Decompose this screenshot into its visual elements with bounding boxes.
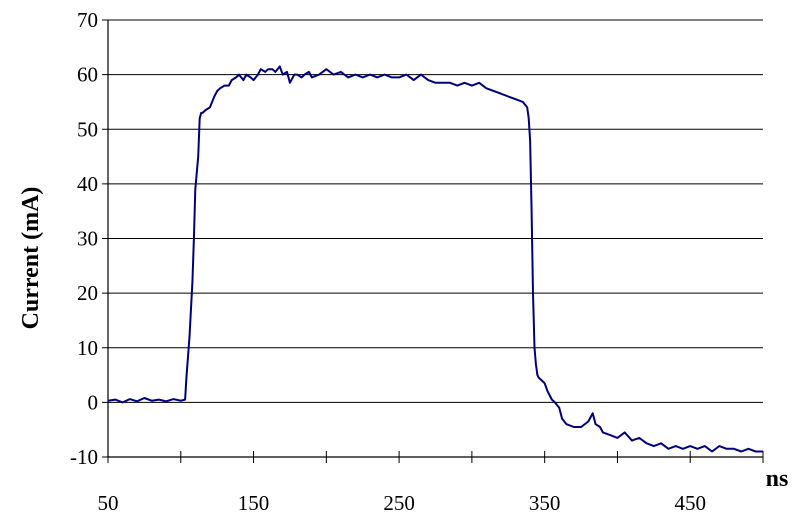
y-tick-label: 50: [77, 117, 98, 141]
series-layer: [107, 65, 763, 453]
y-tick-label: 10: [77, 336, 98, 360]
y-tick-label: 30: [77, 227, 98, 251]
x-axis-title: ns: [766, 466, 789, 492]
x-tick-label: 150: [238, 491, 270, 515]
x-tick-label: 450: [674, 491, 706, 515]
x-tick-label: 250: [383, 491, 415, 515]
tick-labels: -10 0 10 20 30 40 50 60 70 50 150 250 350 450: [70, 8, 706, 515]
gridlines: [108, 19, 763, 403]
y-tick-label: 60: [77, 63, 98, 87]
y-tick-label: -10: [70, 445, 98, 469]
current-series-line: [107, 65, 763, 453]
y-axis-title: Current (mA): [18, 187, 44, 330]
axes: [102, 19, 764, 463]
x-tick-label: 350: [529, 491, 561, 515]
y-tick-label: 70: [77, 8, 98, 32]
y-tick-label: 40: [77, 172, 98, 196]
y-tick-label: 20: [77, 281, 98, 305]
y-tick-label: 0: [88, 390, 99, 414]
x-tick-label: 50: [98, 491, 119, 515]
